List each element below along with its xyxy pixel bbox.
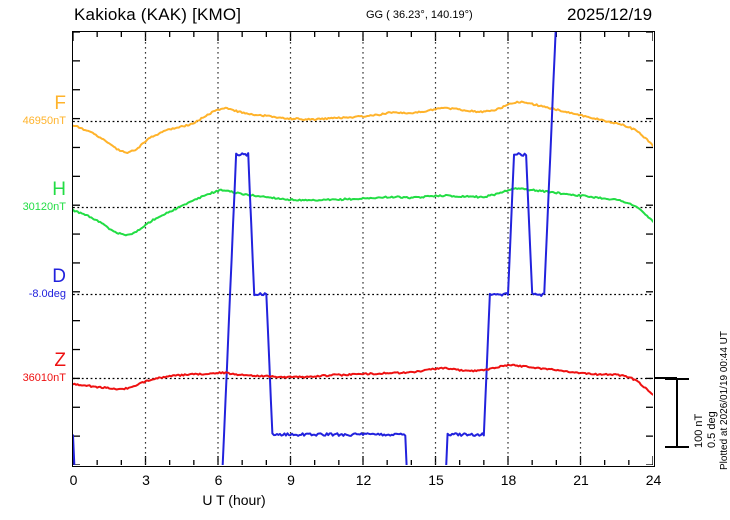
component-baseline-value: 30120nT xyxy=(22,201,66,213)
x-tick-0: 0 xyxy=(69,472,78,488)
component-symbol: D xyxy=(52,266,66,287)
x-tick-24: 24 xyxy=(645,472,662,488)
scale-bar-nt: 100 nT xyxy=(693,413,705,448)
component-label-F: F 46950nT xyxy=(2,94,66,127)
component-baseline-value: 46950nT xyxy=(22,115,66,127)
x-tick-15: 15 xyxy=(428,472,444,488)
observation-date: 2025/12/19 xyxy=(567,5,653,24)
plot-area xyxy=(72,31,655,467)
component-symbol: H xyxy=(52,179,66,200)
component-label-D: D -8.0deg xyxy=(2,267,66,300)
x-axis-title: U T (hour) xyxy=(0,492,730,508)
geographic-coordinates: GG ( 36.23°, 140.19°) xyxy=(366,9,473,21)
x-tick-18: 18 xyxy=(500,472,517,488)
component-baseline-value: 36010nT xyxy=(22,372,66,384)
plotted-at-timestamp: Plotted at 2026/01/19 00:44 UT xyxy=(719,331,730,470)
scale-bar-deg: 0.5 deg xyxy=(705,411,718,448)
component-baseline-value: -8.0deg xyxy=(28,288,66,300)
component-symbol: Z xyxy=(54,350,66,371)
x-axis-title-text: U T (hour) xyxy=(202,492,266,508)
x-tick-3: 3 xyxy=(142,472,150,488)
x-tick-9: 9 xyxy=(287,472,295,488)
component-label-Z: Z 36010nT xyxy=(2,351,66,384)
x-tick-12: 12 xyxy=(355,472,372,488)
component-symbol: F xyxy=(54,93,66,114)
component-label-H: H 30120nT xyxy=(2,180,66,213)
scale-bar xyxy=(665,378,689,448)
scale-bar-label: 100 nT 0.5 deg xyxy=(693,411,718,448)
x-tick-6: 6 xyxy=(214,472,223,488)
x-tick-21: 21 xyxy=(573,472,589,488)
traces-svg xyxy=(73,32,653,465)
station-title: Kakioka (KAK) [KMO] xyxy=(74,5,242,24)
